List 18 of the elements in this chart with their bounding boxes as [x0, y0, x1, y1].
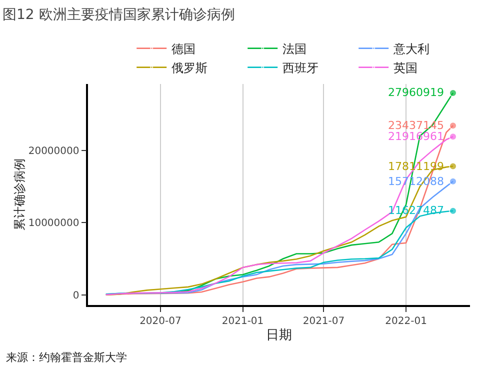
- legend-label: 德国: [172, 42, 196, 56]
- x-tick-label: 2021-01: [222, 316, 264, 327]
- legend-label: 俄罗斯: [172, 60, 208, 75]
- x-tick-label: 2021-07: [302, 316, 345, 327]
- chart-title: 图12 欧洲主要疫情国家累计确诊病例: [2, 7, 235, 24]
- x-axis-title: 日期: [266, 328, 292, 343]
- legend-label: 意大利: [392, 42, 430, 56]
- x-tick-label: 2020-07: [140, 316, 182, 327]
- y-tick-label: 10000000: [28, 218, 80, 230]
- legend-label: 法国: [282, 42, 307, 56]
- source-note: 来源：约翰霍普金斯大学: [6, 351, 127, 364]
- y-axis-title: 累计确诊病例: [12, 158, 26, 230]
- y-tick-label: 0: [72, 290, 80, 302]
- legend-label: 西班牙: [282, 60, 319, 75]
- y-tick-label: 20000000: [28, 146, 80, 157]
- legend-label: 英国: [394, 60, 418, 75]
- x-tick-label: 2022-01: [385, 316, 427, 327]
- data-label: 27960919: [388, 86, 444, 99]
